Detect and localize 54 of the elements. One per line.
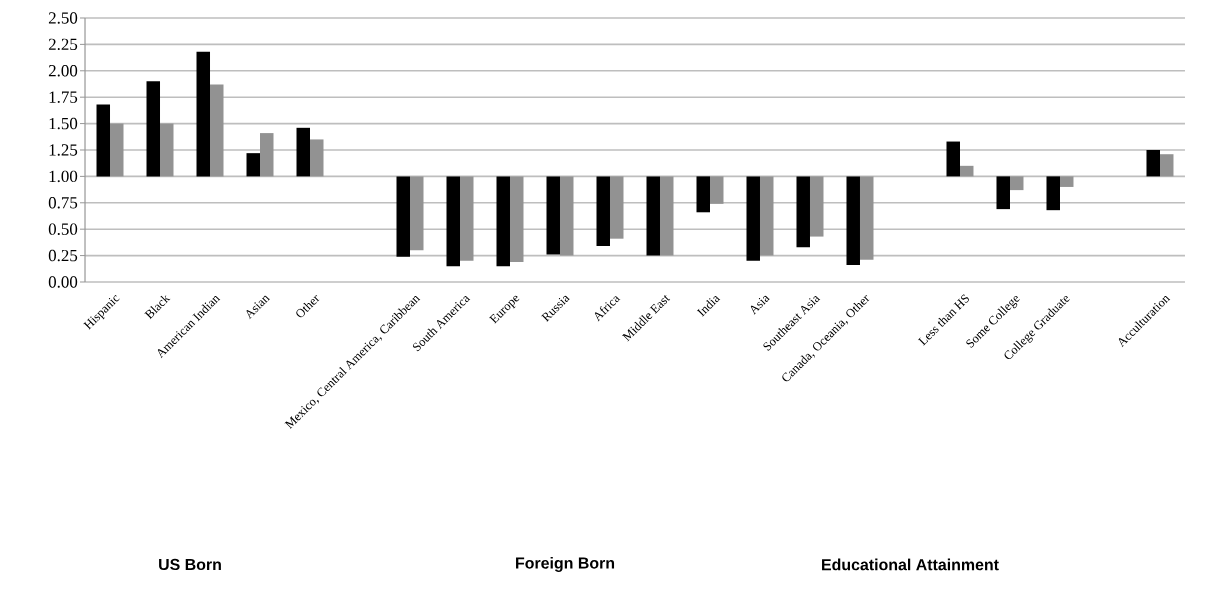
bar	[1159, 154, 1174, 177]
y-tick-label: 0.25	[48, 249, 78, 262]
bar	[310, 139, 324, 177]
bar	[260, 133, 274, 177]
y-tick-label: 0.50	[48, 223, 78, 235]
bar	[610, 176, 624, 239]
x-tick-label: India	[696, 296, 721, 317]
y-tick-label: 0.75	[48, 197, 78, 209]
bar	[496, 176, 510, 267]
y-tick-label: 2.00	[48, 65, 78, 77]
bar	[1146, 149, 1160, 177]
y-tick-label: 1.75	[49, 91, 78, 103]
bar	[196, 51, 211, 177]
bar	[1009, 176, 1024, 191]
bar	[460, 176, 474, 261]
bar	[959, 165, 974, 177]
bar	[696, 176, 710, 213]
bar	[1059, 176, 1074, 187]
bar	[560, 176, 574, 256]
y-tick-label: 2.50	[48, 12, 78, 24]
bar	[160, 123, 174, 177]
bar	[546, 176, 560, 255]
y-tick-label: 1.50	[49, 117, 78, 130]
y-tick-label: 0.00	[48, 276, 78, 288]
bar	[660, 176, 674, 256]
bar	[446, 176, 460, 267]
bar	[410, 176, 424, 251]
bar	[710, 176, 724, 204]
y-tick-label: 1.00	[49, 170, 78, 183]
bar	[646, 176, 660, 256]
bar	[246, 153, 260, 177]
bar	[96, 104, 111, 177]
bar	[796, 176, 810, 248]
text: US Born	[159, 558, 221, 571]
text: Educational Attainment	[822, 558, 999, 571]
y-tick-label: 1.25	[49, 144, 78, 156]
bar	[296, 127, 310, 177]
bar	[760, 176, 774, 256]
bar	[110, 123, 124, 177]
bar	[596, 176, 610, 247]
y-tick-label: 2.25	[48, 38, 78, 51]
x-tick-label: Asia	[750, 295, 770, 315]
bar	[809, 176, 824, 237]
bar	[210, 84, 224, 177]
bar	[146, 81, 161, 177]
bar	[859, 176, 874, 260]
bar	[746, 176, 760, 261]
text: Foreign Born	[516, 557, 615, 572]
bar	[996, 176, 1010, 210]
bar	[846, 176, 860, 266]
bar	[510, 176, 524, 262]
bar	[946, 141, 960, 177]
bar	[1046, 176, 1060, 211]
bar	[396, 176, 410, 257]
